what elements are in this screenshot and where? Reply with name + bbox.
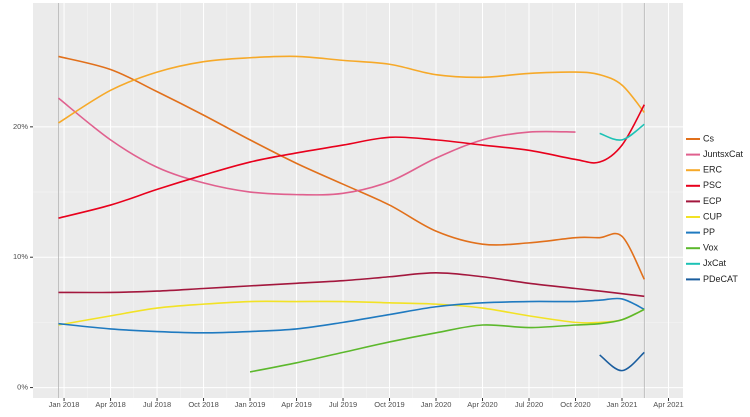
x-tick-label: Oct 2019 (374, 400, 404, 409)
legend: Cs JuntsxCat ERC PSC ECP CUP PP Vox JxCat PDeCAT (686, 133, 744, 284)
trend-line (58, 104, 646, 219)
x-tick-label: Apr 2018 (95, 400, 125, 409)
trend-line (58, 55, 645, 124)
legend-label: ERC (703, 165, 723, 175)
legend-label: PP (703, 227, 715, 237)
x-tick-label: Apr 2020 (467, 400, 497, 409)
plot-background (33, 3, 683, 398)
x-tick-label: Jul 2019 (329, 400, 357, 409)
trend-line (58, 297, 645, 334)
x-tick-label: Jul 2018 (143, 400, 171, 409)
x-tick-label: Jan 2021 (607, 400, 638, 409)
legend-label: JxCat (703, 258, 727, 268)
legend-label: PDeCAT (703, 274, 738, 284)
lines (57, 55, 646, 373)
x-tick-label: Oct 2020 (560, 400, 590, 409)
axes: Jan 2018 Apr 2018 Jul 2018 Oct 2018 Jan 2019… (13, 122, 684, 409)
legend-label: CUP (703, 211, 722, 221)
x-tick-label: Jul 2020 (515, 400, 543, 409)
x-tick-label: Apr 2019 (281, 400, 311, 409)
trend-line (599, 351, 645, 372)
legend-label: JuntsxCat (703, 149, 744, 159)
trend-line (599, 123, 645, 141)
legend-label: ECP (703, 196, 722, 206)
legend-label: PSC (703, 180, 722, 190)
y-tick-label: 0% (17, 383, 28, 392)
trend-line (58, 300, 645, 326)
legend-label: Vox (703, 243, 719, 253)
legend-label: Cs (703, 133, 714, 143)
trend-line (58, 55, 646, 280)
y-tick-label: 10% (13, 252, 28, 261)
trend-line (58, 272, 645, 298)
trend-line (249, 308, 645, 373)
x-tick-label: Jan 2018 (49, 400, 80, 409)
y-tick-label: 20% (13, 122, 28, 131)
x-tick-label: Jan 2019 (235, 400, 266, 409)
x-tick-label: Oct 2018 (188, 400, 218, 409)
x-tick-label: Apr 2021 (653, 400, 683, 409)
trend-line (57, 97, 576, 196)
x-tick-label: Jan 2020 (421, 400, 452, 409)
